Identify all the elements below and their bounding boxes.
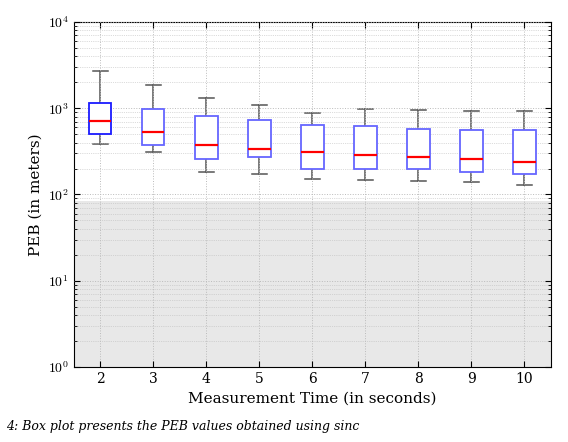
- Bar: [74, 201, 551, 367]
- Bar: [407, 129, 429, 169]
- Bar: [460, 130, 483, 172]
- Y-axis label: PEB (in meters): PEB (in meters): [28, 133, 43, 256]
- Bar: [513, 130, 536, 174]
- Bar: [301, 125, 324, 168]
- X-axis label: Measurement Time (in seconds): Measurement Time (in seconds): [188, 391, 437, 405]
- Bar: [142, 109, 165, 145]
- Bar: [248, 120, 270, 157]
- Bar: [195, 116, 218, 159]
- Bar: [354, 126, 377, 168]
- Text: 4: Box plot presents the PEB values obtained using sinc: 4: Box plot presents the PEB values obta…: [6, 420, 359, 433]
- Bar: [89, 103, 111, 134]
